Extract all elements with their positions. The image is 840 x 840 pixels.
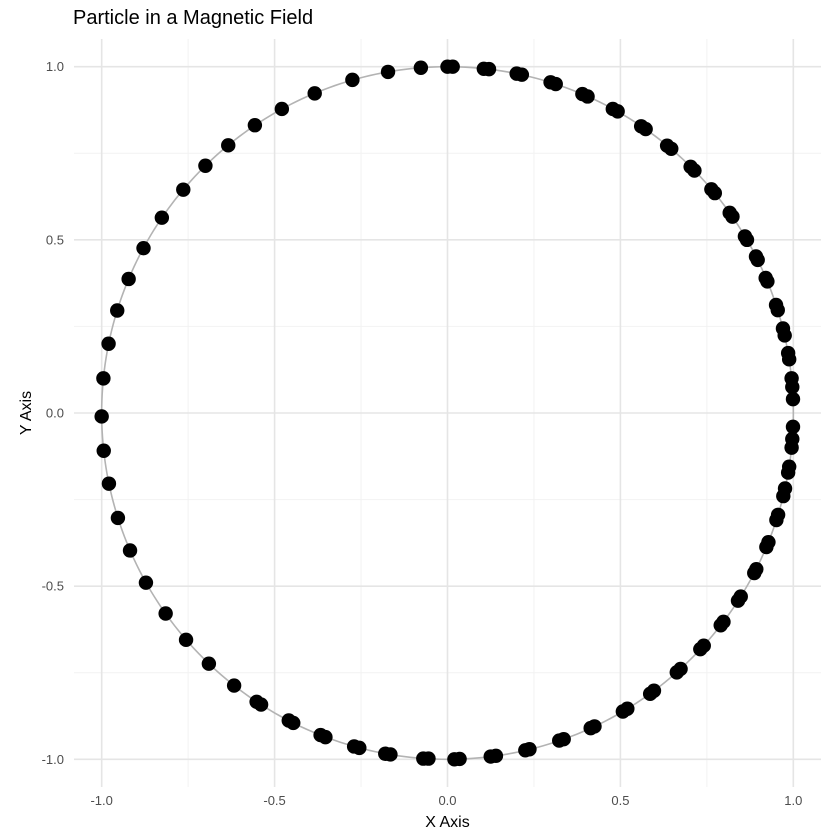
data-point [378, 746, 393, 761]
data-point [158, 606, 173, 621]
data-point [380, 64, 396, 80]
data-point [781, 352, 797, 367]
y-tick-label: -1.0 [42, 752, 64, 767]
x-tick-label: 0.0 [438, 793, 456, 808]
data-point [221, 138, 236, 153]
data-point [687, 163, 702, 178]
x-axis-title: X Axis [425, 814, 469, 831]
data-point [518, 743, 533, 758]
data-point [136, 240, 151, 256]
chart-title: Particle in a Magnetic Field [73, 7, 313, 29]
data-point [154, 210, 170, 225]
x-tick-label: -0.5 [263, 793, 285, 808]
data-point [615, 704, 631, 719]
data-point [514, 67, 530, 82]
data-point [226, 678, 242, 693]
data-point [785, 379, 800, 395]
data-point [198, 158, 213, 173]
data-point [739, 232, 755, 248]
data-point [249, 694, 264, 710]
y-tick-labels: -1.0 -0.5 0.0 0.5 1.0 [42, 59, 64, 767]
data-point [776, 488, 791, 504]
y-tick-label: -0.5 [42, 579, 64, 594]
data-point [178, 632, 194, 648]
data-point [307, 86, 322, 101]
data-point [274, 101, 290, 117]
data-point [94, 409, 109, 424]
data-point [769, 512, 784, 528]
data-point [580, 89, 595, 104]
data-point [247, 118, 263, 133]
y-tick-label: 0.5 [46, 232, 64, 247]
data-point [725, 209, 740, 224]
x-tick-label: -1.0 [90, 793, 112, 808]
x-tick-label: 1.0 [784, 793, 802, 808]
data-point [346, 739, 362, 754]
data-point [730, 593, 746, 608]
data-point [445, 59, 460, 74]
data-point [785, 419, 801, 435]
data-point [669, 665, 684, 680]
data-point [780, 465, 796, 480]
x-tick-labels: -1.0 -0.5 0.0 0.5 1.0 [90, 793, 802, 808]
data-point [747, 565, 762, 581]
data-point [447, 752, 462, 767]
data-point [759, 539, 774, 555]
y-tick-label: 0.0 [46, 406, 64, 421]
x-tick-label: 0.5 [611, 793, 629, 808]
data-point [642, 686, 658, 702]
data-point [548, 76, 563, 92]
data-point [664, 141, 679, 156]
data-point [201, 656, 217, 671]
data-point [96, 371, 111, 386]
data-point [345, 72, 360, 88]
data-point [413, 60, 429, 75]
data-point [122, 543, 138, 558]
y-axis-title: Y Axis [18, 391, 35, 435]
data-point [176, 182, 191, 197]
data-points [94, 59, 801, 767]
data-point [110, 303, 125, 318]
data-point [416, 751, 431, 766]
data-point [483, 749, 498, 764]
data-point [583, 720, 598, 736]
data-point [707, 185, 723, 201]
data-point [281, 713, 296, 728]
data-point [777, 328, 792, 343]
data-point [713, 618, 728, 633]
data-point [96, 443, 111, 458]
data-point [784, 440, 799, 455]
data-point [101, 336, 116, 351]
data-point [785, 391, 801, 407]
data-point [750, 252, 765, 268]
data-point [481, 61, 497, 77]
data-point [610, 104, 625, 119]
data-point [770, 302, 785, 318]
data-point [110, 510, 126, 526]
y-tick-label: 1.0 [46, 59, 64, 74]
data-point [552, 733, 567, 748]
data-point [138, 575, 154, 590]
data-point [638, 121, 653, 137]
data-point [121, 271, 136, 287]
data-point [760, 274, 775, 289]
data-point [313, 727, 328, 743]
data-point [693, 641, 708, 657]
data-point [101, 476, 117, 491]
